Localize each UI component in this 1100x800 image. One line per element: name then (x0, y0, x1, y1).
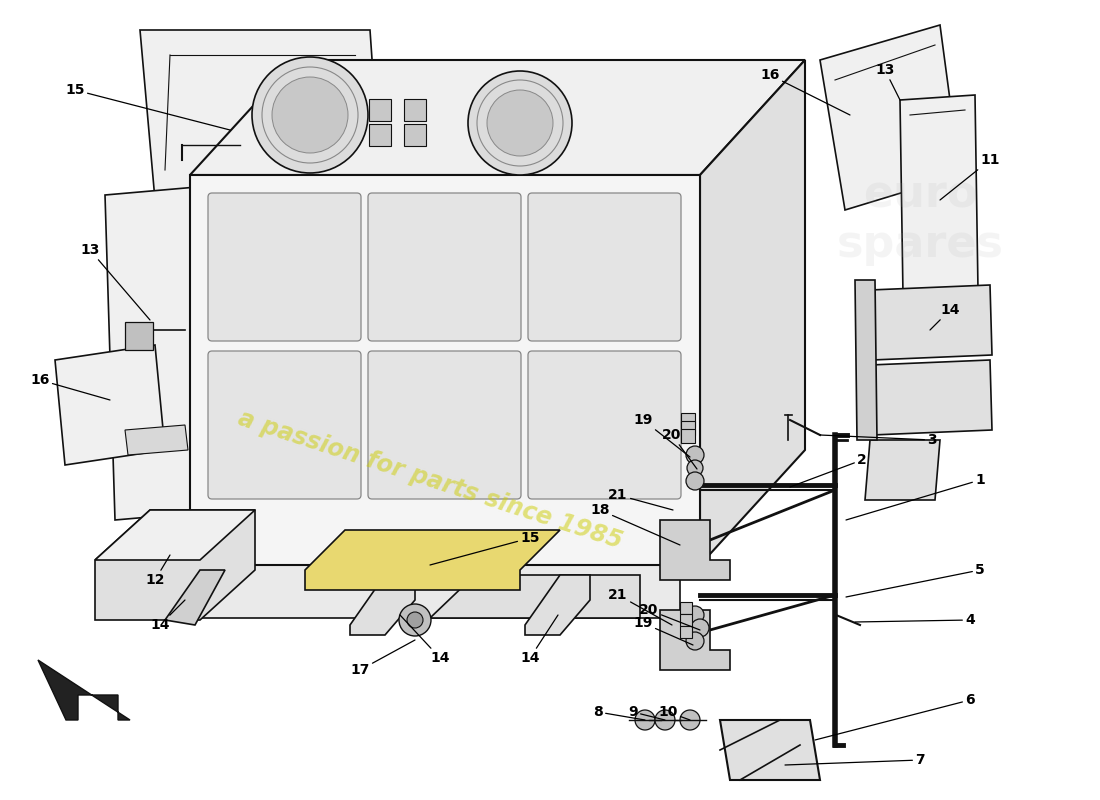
FancyBboxPatch shape (368, 193, 521, 341)
Circle shape (399, 604, 431, 636)
Text: 9: 9 (628, 705, 666, 720)
Polygon shape (865, 440, 940, 500)
Polygon shape (700, 60, 805, 565)
Text: 14: 14 (520, 615, 558, 665)
Text: 21: 21 (608, 588, 672, 625)
Bar (368, 124, 390, 146)
Polygon shape (305, 530, 560, 590)
Text: 11: 11 (940, 153, 1000, 200)
Circle shape (686, 632, 704, 650)
Polygon shape (430, 575, 640, 618)
Text: 14: 14 (400, 615, 450, 665)
Text: 5: 5 (846, 563, 984, 597)
Bar (681, 421, 695, 435)
Bar (125, 322, 153, 350)
Polygon shape (125, 425, 188, 455)
Text: 15: 15 (65, 83, 230, 130)
Text: 14: 14 (151, 600, 185, 632)
Bar (681, 429, 695, 443)
Polygon shape (660, 520, 730, 580)
Circle shape (252, 57, 368, 173)
Bar (368, 99, 390, 121)
Text: 19: 19 (634, 616, 693, 645)
Bar (404, 124, 426, 146)
Text: 17: 17 (350, 640, 415, 677)
Text: 16: 16 (31, 373, 110, 400)
FancyBboxPatch shape (208, 351, 361, 499)
Circle shape (691, 619, 710, 637)
Polygon shape (350, 575, 415, 635)
Text: 6: 6 (815, 693, 975, 740)
Polygon shape (855, 280, 877, 440)
Polygon shape (525, 575, 590, 635)
Text: 18: 18 (591, 503, 680, 545)
Text: 15: 15 (430, 531, 540, 565)
Polygon shape (95, 510, 255, 560)
Bar (680, 626, 692, 638)
Text: 12: 12 (145, 555, 170, 587)
Polygon shape (104, 185, 230, 520)
Polygon shape (720, 720, 820, 780)
Polygon shape (140, 30, 379, 200)
Text: 21: 21 (608, 488, 673, 510)
Polygon shape (870, 285, 992, 360)
Text: a passion for parts since 1985: a passion for parts since 1985 (234, 406, 625, 554)
Polygon shape (900, 95, 978, 295)
Polygon shape (95, 510, 255, 620)
FancyBboxPatch shape (368, 351, 521, 499)
Polygon shape (55, 345, 165, 465)
Text: 3: 3 (820, 433, 937, 447)
Circle shape (635, 710, 654, 730)
Text: 8: 8 (593, 705, 645, 720)
Circle shape (468, 71, 572, 175)
Polygon shape (190, 60, 805, 175)
FancyBboxPatch shape (208, 193, 361, 341)
FancyBboxPatch shape (528, 351, 681, 499)
Text: 16: 16 (760, 68, 850, 115)
Polygon shape (660, 610, 730, 670)
Text: euro
spares: euro spares (836, 174, 1003, 266)
Text: 14: 14 (930, 303, 959, 330)
Text: 1: 1 (846, 473, 984, 520)
Text: 7: 7 (785, 753, 925, 767)
Polygon shape (820, 25, 960, 210)
Text: 20: 20 (639, 603, 700, 630)
Text: 10: 10 (658, 705, 690, 720)
Polygon shape (870, 360, 992, 435)
FancyBboxPatch shape (528, 193, 681, 341)
Text: 13: 13 (80, 243, 150, 320)
Text: 4: 4 (855, 613, 975, 627)
Bar (404, 99, 426, 121)
Polygon shape (39, 660, 130, 720)
Text: 20: 20 (662, 428, 697, 469)
Circle shape (680, 710, 700, 730)
Bar (680, 614, 692, 626)
Bar (680, 602, 692, 614)
Circle shape (686, 472, 704, 490)
Circle shape (654, 710, 675, 730)
Circle shape (487, 90, 553, 156)
Polygon shape (190, 175, 700, 565)
Bar (681, 413, 695, 427)
Circle shape (686, 446, 704, 464)
Text: 2: 2 (790, 453, 867, 487)
Polygon shape (190, 520, 735, 618)
Polygon shape (165, 570, 226, 625)
Text: 19: 19 (634, 413, 690, 457)
Circle shape (272, 77, 348, 153)
Circle shape (686, 606, 704, 624)
Circle shape (688, 460, 703, 476)
Text: 13: 13 (876, 63, 900, 100)
Circle shape (407, 612, 424, 628)
